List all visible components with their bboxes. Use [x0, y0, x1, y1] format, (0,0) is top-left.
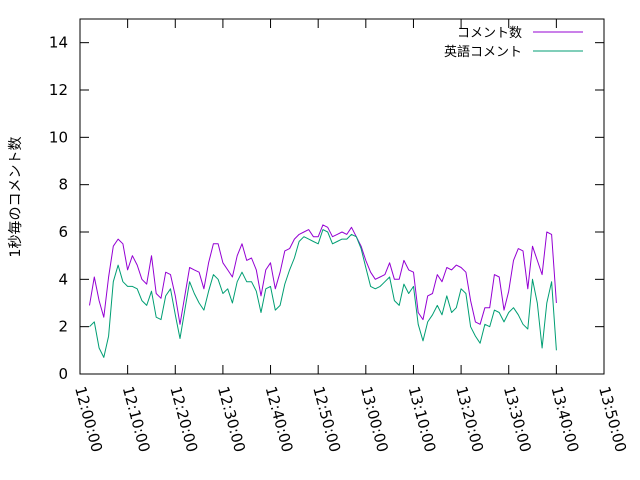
x-tick-label: 12:30:00 — [214, 384, 249, 454]
y-axis-label: 1秒毎のコメント数 — [8, 137, 24, 258]
y-tick-label: 2 — [58, 318, 68, 336]
x-tick-label: 13:20:00 — [452, 384, 487, 454]
plot-frame — [79, 18, 605, 375]
x-tick-label: 13:50:00 — [595, 384, 630, 454]
y-tick-label: 10 — [49, 128, 68, 146]
legend-label-2: 英語コメント — [444, 44, 522, 60]
x-tick-label: 13:30:00 — [500, 384, 535, 454]
series-line-1 — [89, 224, 557, 325]
y-tick-label: 6 — [58, 223, 68, 241]
series-layer — [89, 224, 557, 358]
y-tick-label: 8 — [58, 176, 68, 194]
x-tick-label: 13:00:00 — [357, 384, 392, 454]
x-tick-label: 13:10:00 — [405, 384, 440, 454]
series-line-2 — [89, 229, 557, 358]
y-tick-label: 0 — [58, 365, 68, 383]
x-tick-label: 13:40:00 — [547, 384, 582, 454]
x-tick-label: 12:10:00 — [119, 384, 154, 454]
y-tick-label: 4 — [58, 270, 68, 288]
axis-ticks: 0 2 4 6 8 10 12 14 12:00:00 12:10:00 12:20:00 12:30… — [49, 19, 630, 454]
x-tick-label: 12:50:00 — [309, 384, 344, 454]
x-tick-label: 12:20:00 — [166, 384, 201, 454]
y-tick-label: 12 — [49, 81, 68, 99]
x-tick-label: 12:40:00 — [262, 384, 297, 454]
y-tick-label: 14 — [49, 34, 68, 52]
legend-label-1: コメント数 — [457, 26, 522, 41]
x-tick-label: 12:00:00 — [71, 384, 106, 454]
